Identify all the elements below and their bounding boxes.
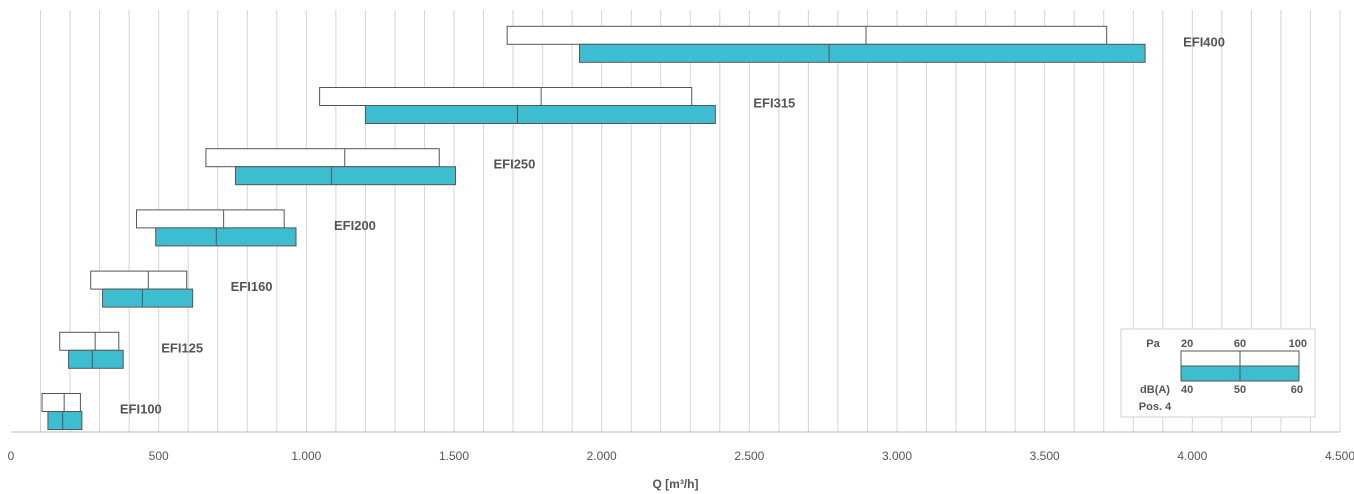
model-labels: EFI100 EFI125 EFI160 EFI200 EFI250 EFI315 EFI4… (120, 34, 1225, 416)
legend-pa-label: Pa (1146, 338, 1160, 350)
model-label: EFI315 (753, 96, 795, 111)
sound-range-bar (364, 105, 716, 124)
legend-pa-value: 60 (1234, 338, 1246, 350)
model-label: EFI100 (120, 402, 162, 417)
model-label: EFI400 (1183, 34, 1225, 49)
range-bars (41, 25, 1146, 430)
legend: Pa 20 60 100 dB(A) 40 50 60 Pos. 4 (1120, 328, 1316, 418)
x-tick-label: 4.500 (1325, 449, 1354, 463)
model-label: EFI125 (161, 340, 203, 355)
sound-range-bar (47, 411, 83, 430)
model-label: EFI200 (334, 218, 376, 233)
x-tick-label: 1.000 (291, 449, 321, 463)
x-tick-label: 2.500 (734, 449, 764, 463)
x-tick-label: 3.500 (1030, 449, 1060, 463)
x-axis-title: Q [m³/h] (653, 477, 699, 491)
x-tick-label: 500 (149, 449, 169, 463)
legend-dba-value: 50 (1234, 384, 1246, 396)
legend-dba-label: dB(A) (1140, 384, 1170, 396)
legend-pa-value: 100 (1289, 338, 1307, 350)
pressure-range-bar (41, 393, 81, 412)
pressure-range-bar (136, 209, 285, 229)
legend-note: Pos. 4 (1139, 401, 1172, 413)
sound-range-bar (155, 227, 297, 247)
legend-dba-value: 40 (1181, 384, 1193, 396)
model-label: EFI250 (493, 157, 535, 172)
legend-pa-value: 20 (1181, 338, 1193, 350)
pressure-range-bar (59, 331, 120, 351)
x-tick-label: 2.000 (587, 449, 617, 463)
x-tick-label: 3.000 (882, 449, 912, 463)
sound-range-bar (102, 288, 194, 308)
sound-range-bar (234, 166, 456, 186)
pressure-range-bar (319, 87, 693, 106)
sound-range-bar (579, 43, 1146, 63)
pressure-range-bar (205, 148, 440, 168)
x-tick-label: 4.000 (1177, 449, 1207, 463)
legend-dba-value: 60 (1291, 384, 1303, 396)
x-tick-labels: 0 500 1.000 1.500 2.000 2.500 3.000 3.500 4.000 4… (8, 449, 1354, 463)
x-tick-label: 1.500 (439, 449, 469, 463)
pressure-range-bar (506, 25, 1108, 45)
x-tick-label: 0 (8, 449, 15, 463)
model-label: EFI160 (231, 279, 273, 294)
pressure-range-bar (90, 270, 188, 290)
sound-range-bar (68, 349, 124, 369)
